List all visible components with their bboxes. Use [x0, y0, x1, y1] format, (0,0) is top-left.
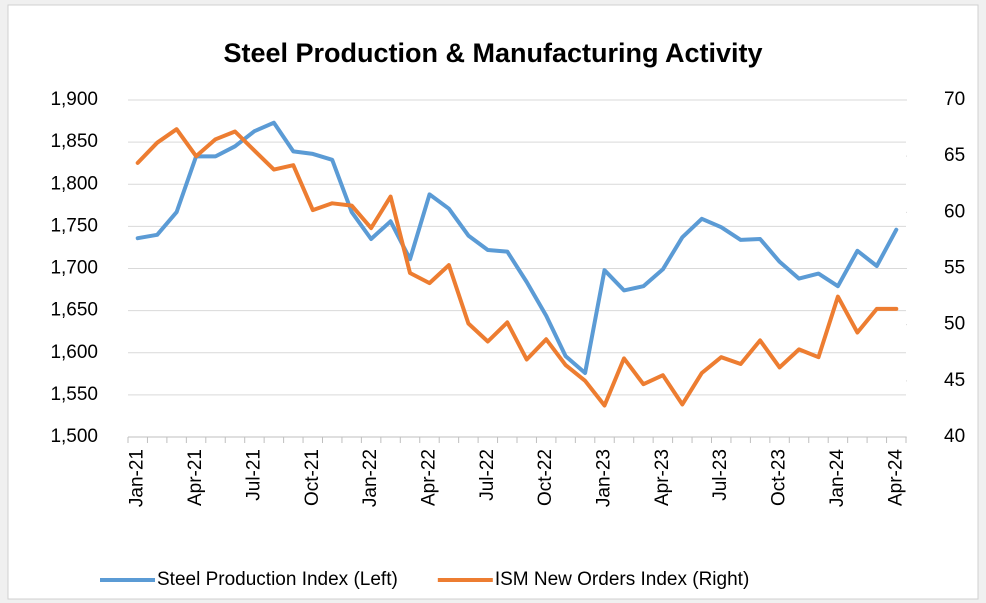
x-tick-label: Apr-24: [885, 449, 906, 506]
legend-label: Steel Production Index (Left): [157, 569, 398, 590]
y-tick-label: 1,850: [50, 131, 98, 152]
y2-tick-label: 65: [944, 145, 965, 166]
x-tick-label: Jul-23: [710, 449, 731, 501]
y2-tick-label: 50: [944, 314, 965, 335]
x-tick-label: Jul-21: [243, 449, 264, 501]
y-tick-label: 1,800: [50, 173, 98, 194]
x-tick-label: Jul-22: [477, 449, 498, 501]
y-tick-label: 1,500: [50, 426, 98, 447]
chart-panel: [7, 4, 979, 600]
y2-tick-label: 60: [944, 201, 965, 222]
x-tick-label: Oct-22: [535, 449, 556, 506]
x-tick-label: Jan-24: [827, 449, 848, 508]
y2-tick-label: 40: [944, 426, 965, 447]
chart-title: Steel Production & Manufacturing Activit…: [223, 38, 762, 68]
y-tick-label: 1,550: [50, 384, 98, 405]
y-tick-label: 1,750: [50, 215, 98, 236]
y-tick-label: 1,900: [50, 89, 98, 110]
series-line: [135, 120, 899, 375]
y2-tick-label: 70: [944, 89, 965, 110]
legend-label: ISM New Orders Index (Right): [495, 569, 749, 590]
x-tick-label: Jan-22: [360, 449, 381, 507]
x-tick-label: Apr-22: [418, 449, 439, 506]
x-tick-label: Oct-21: [302, 449, 323, 506]
x-tick-label: Jan-23: [594, 449, 615, 507]
y2-tick-label: 55: [944, 258, 965, 279]
y-tick-label: 1,700: [50, 258, 98, 279]
y-tick-label: 1,600: [50, 342, 98, 363]
x-tick-label: Apr-23: [652, 449, 673, 506]
y2-tick-label: 45: [944, 370, 965, 391]
x-tick-label: Jan-21: [127, 449, 148, 507]
x-tick-label: Oct-23: [769, 449, 790, 506]
x-tick-label: Apr-21: [185, 449, 206, 506]
series-line: [135, 127, 899, 408]
y-tick-label: 1,650: [50, 300, 98, 321]
